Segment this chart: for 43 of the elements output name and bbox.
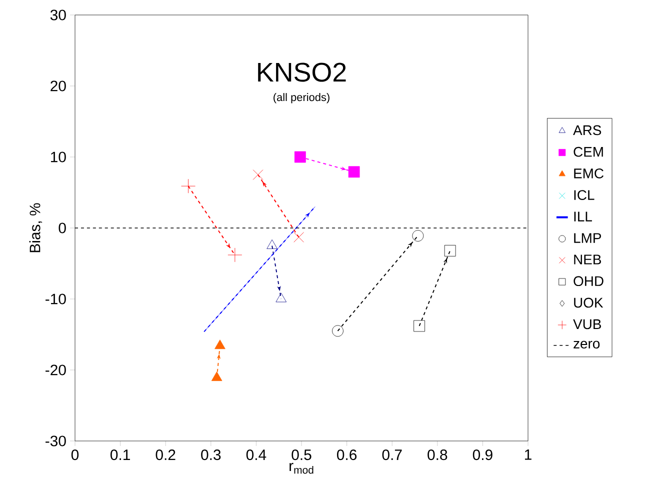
legend-label: zero — [574, 340, 600, 349]
legend-label: CEM — [574, 146, 603, 157]
x-tick-label: 0.6 — [337, 450, 357, 460]
y-tick-label: -10 — [46, 294, 66, 304]
point — [444, 245, 456, 256]
point — [348, 166, 360, 178]
legend-label: UOK — [574, 298, 604, 308]
x-axis-title: r$_{mod}$ — [290, 462, 314, 474]
x-tick-label: 0.7 — [382, 450, 402, 460]
point — [252, 170, 264, 180]
point — [414, 320, 425, 332]
y-tick-label: 30 — [50, 10, 66, 20]
y-tick-label: 0 — [58, 222, 66, 234]
point — [228, 248, 242, 262]
legend-label: NEB — [574, 254, 601, 264]
text: (all periods) — [274, 93, 330, 104]
legend-label: LMP — [574, 233, 601, 243]
x-tick-label: 0.2 — [156, 450, 176, 460]
point — [294, 232, 304, 242]
y-axis-title: Bias, % — [29, 203, 42, 252]
x-tick-label: 0.5 — [292, 450, 312, 460]
y-tick-label: 20 — [50, 80, 66, 92]
y-tick-label: -20 — [46, 364, 66, 376]
y-tick-label: -30 — [46, 436, 66, 446]
x-tick-label: 0 — [71, 450, 79, 460]
text: KNSO2 — [258, 62, 346, 82]
x-tick-label: 0.8 — [428, 450, 448, 460]
y-tick-label: 10 — [51, 152, 66, 162]
x-tick-label: 1 — [524, 450, 532, 460]
legend-label: EMC — [574, 168, 604, 178]
x-tick-label: 0.3 — [201, 450, 221, 460]
legend-label: VUB — [573, 319, 601, 330]
point — [294, 151, 306, 163]
point — [332, 325, 344, 337]
x-tick-label: 0.9 — [472, 450, 492, 460]
point — [412, 230, 424, 242]
legend-label: ICL — [574, 190, 594, 200]
legend-label: ARS — [573, 125, 602, 136]
x-tick-label: 0.4 — [246, 450, 266, 460]
legend-label: ILL — [574, 212, 592, 222]
point — [181, 178, 196, 194]
legend-label: OHD — [574, 276, 604, 286]
x-tick-label: 0.1 — [110, 450, 130, 460]
